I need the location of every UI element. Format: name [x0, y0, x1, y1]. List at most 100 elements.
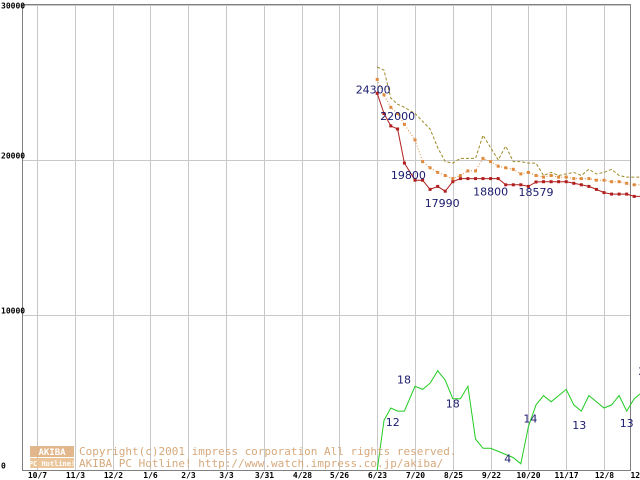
series-average-price-point: [413, 138, 417, 142]
x-tick-label: 11/17: [554, 471, 578, 480]
series-lowest-price-point: [564, 180, 568, 184]
series-average-price-point: [428, 166, 432, 170]
series-average-price-point: [617, 180, 621, 184]
series-lowest-price-point: [632, 194, 636, 198]
series-average-price-point: [519, 172, 523, 176]
series-lowest-price-point: [428, 187, 432, 191]
series-average-price-point: [549, 174, 553, 177]
series-lowest-price-point: [382, 112, 386, 115]
data-label: 17990: [425, 197, 460, 210]
data-label: 21: [638, 365, 640, 378]
series-lowest-price-point: [466, 177, 470, 181]
x-tick-label: 11/3: [66, 471, 85, 480]
series-lowest-price-point: [458, 177, 462, 181]
x-tick-label: 12/22: [630, 471, 640, 480]
data-label: 18: [397, 373, 411, 386]
series-average-price-point: [389, 105, 393, 109]
series-average-price-point: [587, 177, 591, 181]
series-shop-count-x-scale-line: [376, 369, 640, 471]
series-average-price-point: [451, 177, 455, 181]
data-label: 19800: [391, 169, 426, 182]
series-lowest-price-point: [451, 180, 455, 184]
series-average-price-point: [542, 175, 545, 179]
series-lowest-price-point: [375, 91, 379, 95]
series-lowest-price-point: [579, 183, 583, 187]
x-tick-label: 3/3: [219, 471, 234, 480]
series-lowest-price-point: [443, 189, 447, 193]
series-average-price-point: [474, 169, 477, 173]
series-lowest-price-point: [389, 124, 393, 128]
series-lowest-price-point: [542, 180, 545, 184]
series-lowest-price-point: [413, 178, 417, 182]
series-max-price-line: [376, 66, 640, 178]
data-label: 18579: [519, 186, 554, 199]
grid: [22, 5, 630, 471]
series-lowest-price-point: [436, 184, 440, 188]
series-lowest-price-point: [474, 177, 477, 181]
x-tick-label: 6/23: [368, 471, 387, 480]
series-average-price-point: [526, 170, 530, 174]
series-average-price-point: [625, 181, 629, 185]
series-average-price-point: [610, 180, 614, 184]
series-average-price-point: [443, 174, 447, 177]
watermark-logo-bottom-bg: [30, 458, 74, 468]
series-lowest-price-point: [625, 192, 629, 196]
x-tick-label: 10/20: [516, 471, 540, 480]
series-layer: [375, 66, 640, 471]
series-average-price-point: [481, 156, 485, 160]
y-tick-label: 30000: [1, 2, 25, 11]
data-label: 24300: [356, 83, 391, 96]
series-average-price-point: [382, 93, 386, 97]
watermark-logo-top-bg: [30, 446, 74, 457]
watermark: AKIBA PC Hotline! Copyright(c)2001 impre…: [29, 445, 457, 470]
series-average-price-point: [436, 170, 440, 174]
series-average-price-point: [602, 178, 606, 182]
series-average-price-point: [504, 166, 508, 170]
x-tick-label: 5/26: [330, 471, 349, 480]
x-tick-label: 9/22: [482, 471, 501, 480]
x-tick-label: 8/25: [444, 471, 463, 480]
data-label: 18: [446, 398, 460, 411]
series-lowest-price-point: [587, 184, 591, 188]
series-average-price-point: [534, 174, 538, 177]
series-lowest-price-point: [519, 183, 523, 187]
series-average-price-point: [511, 167, 515, 171]
series-lowest-price-point: [396, 127, 400, 131]
series-lowest-price-point: [594, 187, 598, 191]
watermark-logo-top: AKIBA: [38, 448, 66, 458]
series-average-price-point: [489, 160, 493, 164]
series-lowest-price-point: [511, 183, 515, 187]
series-lowest-price-point: [572, 181, 576, 185]
series-lowest-price-point: [504, 183, 508, 187]
series-average-price-point: [496, 164, 500, 168]
series-lowest-price-point: [421, 178, 425, 182]
series-average-price-point: [375, 77, 379, 81]
series-lowest-price-point: [481, 177, 485, 181]
series-average-price-point: [396, 112, 400, 115]
series-average-price-point: [564, 175, 568, 179]
x-tick-label: 3/31: [255, 471, 274, 480]
data-label: 14: [523, 413, 537, 426]
series-average-price-point: [594, 178, 598, 182]
data-labels: 2430022000198001799018800185791765012181…: [356, 83, 640, 465]
series-lowest-price-point: [602, 191, 606, 195]
data-label: 4: [504, 453, 511, 466]
series-lowest-price-point: [557, 180, 561, 184]
series-average-price-point: [632, 183, 636, 187]
data-label: 12: [386, 416, 400, 429]
series-lowest-price-point: [526, 184, 530, 188]
x-tick-label: 1/6: [143, 471, 158, 480]
series-lowest-price-point: [489, 177, 493, 181]
x-tick-label: 12/2: [104, 471, 123, 480]
series-average-price-point: [458, 174, 462, 177]
data-label: 13: [572, 419, 586, 432]
data-label: 13: [620, 417, 634, 430]
x-tick-label: 2/3: [181, 471, 196, 480]
series-lowest-price-point: [549, 180, 553, 184]
series-lowest-price-point: [610, 192, 614, 196]
series-lowest-price-point: [617, 192, 621, 196]
watermark-copyright: Copyright(c)2001 impress corporation All…: [79, 445, 457, 458]
series-average-price-point: [466, 169, 470, 173]
